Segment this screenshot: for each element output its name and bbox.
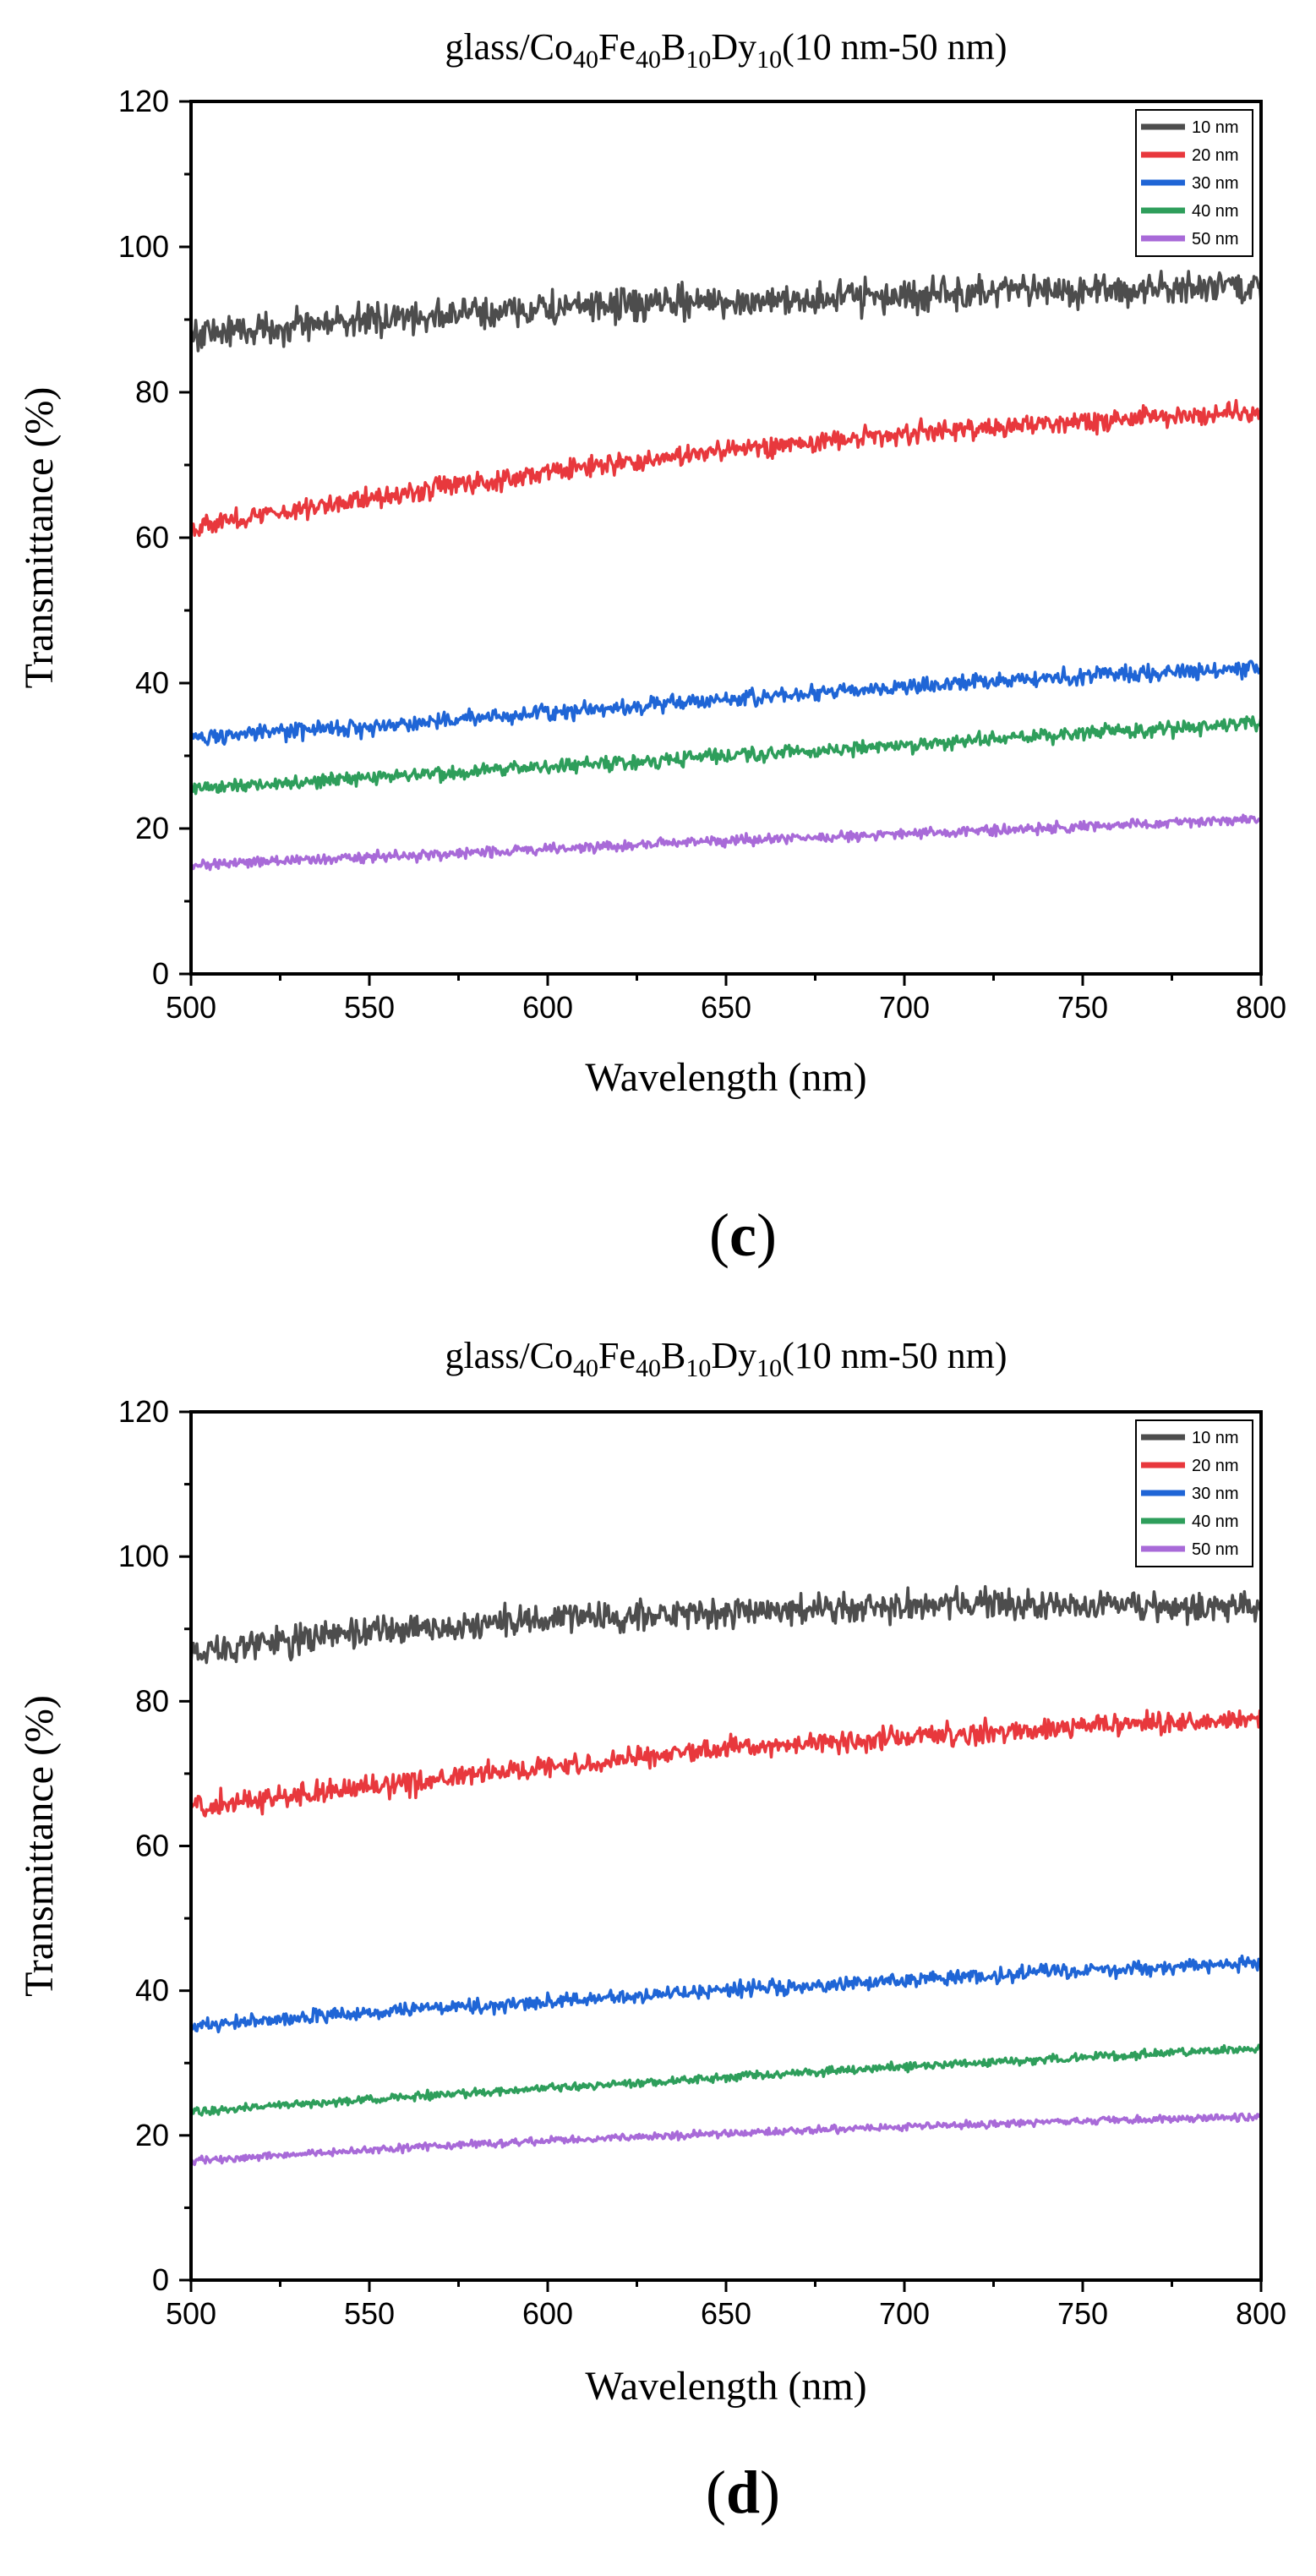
y-tick-label: 100: [118, 229, 169, 264]
x-tick-label: 650: [701, 990, 751, 1025]
y-tick-label: 60: [135, 520, 169, 555]
chart-panel-d: glass/Co40Fe40B10Dy10(10 nm-50 nm)500 550…: [17, 1335, 1286, 2526]
x-tick-label: 600: [522, 2296, 573, 2331]
y-tick-label: 0: [152, 2262, 169, 2297]
series-line-50-nm: [191, 2112, 1261, 2167]
panel-letter: d: [726, 2458, 760, 2526]
legend-label: 10 nm: [1192, 1429, 1239, 1447]
title-segment: (10 nm-50 nm): [782, 1335, 1007, 1376]
title-segment: B: [661, 1335, 685, 1376]
y-tick-label: 80: [135, 1683, 169, 1718]
title-segment: B: [661, 26, 685, 68]
panel-letter: c: [729, 1201, 756, 1269]
x-axis-label: Wavelength (nm): [585, 1055, 866, 1100]
series-line-50-nm: [191, 813, 1261, 872]
x-tick-label: 750: [1057, 2296, 1108, 2331]
title-segment: glass/Co: [445, 26, 573, 68]
y-axis-label: Transmittance (%): [17, 1695, 62, 1997]
title-segment: glass/Co: [445, 1335, 573, 1376]
title-segment: (10 nm-50 nm): [782, 26, 1007, 68]
title-segment: Dy: [711, 1335, 756, 1376]
title-subscript: 10: [756, 46, 782, 74]
x-tick-label: 800: [1236, 990, 1286, 1025]
title-subscript: 40: [573, 46, 598, 74]
title-segment: Fe: [598, 1335, 636, 1376]
title-subscript: 40: [573, 1354, 598, 1382]
title-subscript: 40: [636, 46, 661, 74]
y-tick-label: 80: [135, 375, 169, 409]
series-line-30-nm: [191, 1954, 1261, 2034]
y-tick-label: 40: [135, 1973, 169, 2008]
y-tick-label: 120: [118, 1394, 169, 1429]
legend-label: 30 nm: [1192, 174, 1239, 193]
series-line-40-nm: [191, 2043, 1261, 2117]
x-tick-label: 500: [166, 990, 216, 1025]
panel-paren-open: (: [706, 2458, 726, 2526]
series-line-20-nm: [191, 1709, 1261, 1818]
title-subscript: 10: [685, 1354, 711, 1382]
x-axis-label: Wavelength (nm): [585, 2364, 866, 2409]
y-tick-label: 20: [135, 2118, 169, 2152]
x-tick-label: 550: [344, 2296, 395, 2331]
series-line-40-nm: [191, 715, 1261, 796]
legend: 10 nm 20 nm 30 nm 40 nm 50 nm: [1135, 109, 1253, 257]
x-tick-label: 800: [1236, 2296, 1286, 2331]
panel-label: (c): [709, 1201, 777, 1269]
panel-label: (d): [706, 2458, 780, 2526]
x-tick-label: 600: [522, 990, 573, 1025]
title-segment: Fe: [598, 26, 636, 68]
chart-panel-c: glass/Co40Fe40B10Dy10(10 nm-50 nm)500 550…: [17, 26, 1286, 1269]
legend: 10 nm 20 nm 30 nm 40 nm 50 nm: [1135, 1419, 1253, 1567]
y-axis-label: Transmittance (%): [17, 387, 62, 689]
title-segment: Dy: [711, 26, 756, 68]
series-line-10-nm: [191, 270, 1261, 353]
chart-title: glass/Co40Fe40B10Dy10(10 nm-50 nm): [445, 1335, 1007, 1382]
series-group: [191, 270, 1261, 872]
panel-paren-close: ): [756, 1201, 777, 1269]
legend-label: 20 nm: [1192, 1457, 1239, 1475]
legend-label: 50 nm: [1192, 1540, 1239, 1559]
title-subscript: 10: [756, 1354, 782, 1382]
x-tick-label: 550: [344, 990, 395, 1025]
legend-label: 40 nm: [1192, 202, 1239, 221]
legend-label: 20 nm: [1192, 146, 1239, 165]
series-line-20-nm: [191, 398, 1261, 538]
series-group: [191, 1584, 1261, 2167]
legend-label: 30 nm: [1192, 1485, 1239, 1503]
chart-title: glass/Co40Fe40B10Dy10(10 nm-50 nm): [445, 26, 1007, 74]
x-tick-label: 750: [1057, 990, 1108, 1025]
y-tick-label: 0: [152, 956, 169, 991]
legend-label: 10 nm: [1192, 118, 1239, 137]
legend-label: 40 nm: [1192, 1512, 1239, 1531]
title-subscript: 10: [685, 46, 711, 74]
x-tick-label: 650: [701, 2296, 751, 2331]
series-line-10-nm: [191, 1584, 1261, 1665]
title-subscript: 40: [636, 1354, 661, 1382]
y-tick-label: 100: [118, 1539, 169, 1573]
x-tick-label: 500: [166, 2296, 216, 2331]
panel-paren-close: ): [760, 2458, 780, 2526]
y-tick-label: 60: [135, 1829, 169, 1863]
legend-label: 50 nm: [1192, 230, 1239, 249]
y-tick-label: 40: [135, 665, 169, 700]
y-tick-label: 120: [118, 84, 169, 118]
x-tick-label: 700: [879, 2296, 930, 2331]
y-tick-label: 20: [135, 811, 169, 845]
x-tick-label: 700: [879, 990, 930, 1025]
series-line-30-nm: [191, 659, 1261, 747]
panel-paren-open: (: [709, 1201, 729, 1269]
